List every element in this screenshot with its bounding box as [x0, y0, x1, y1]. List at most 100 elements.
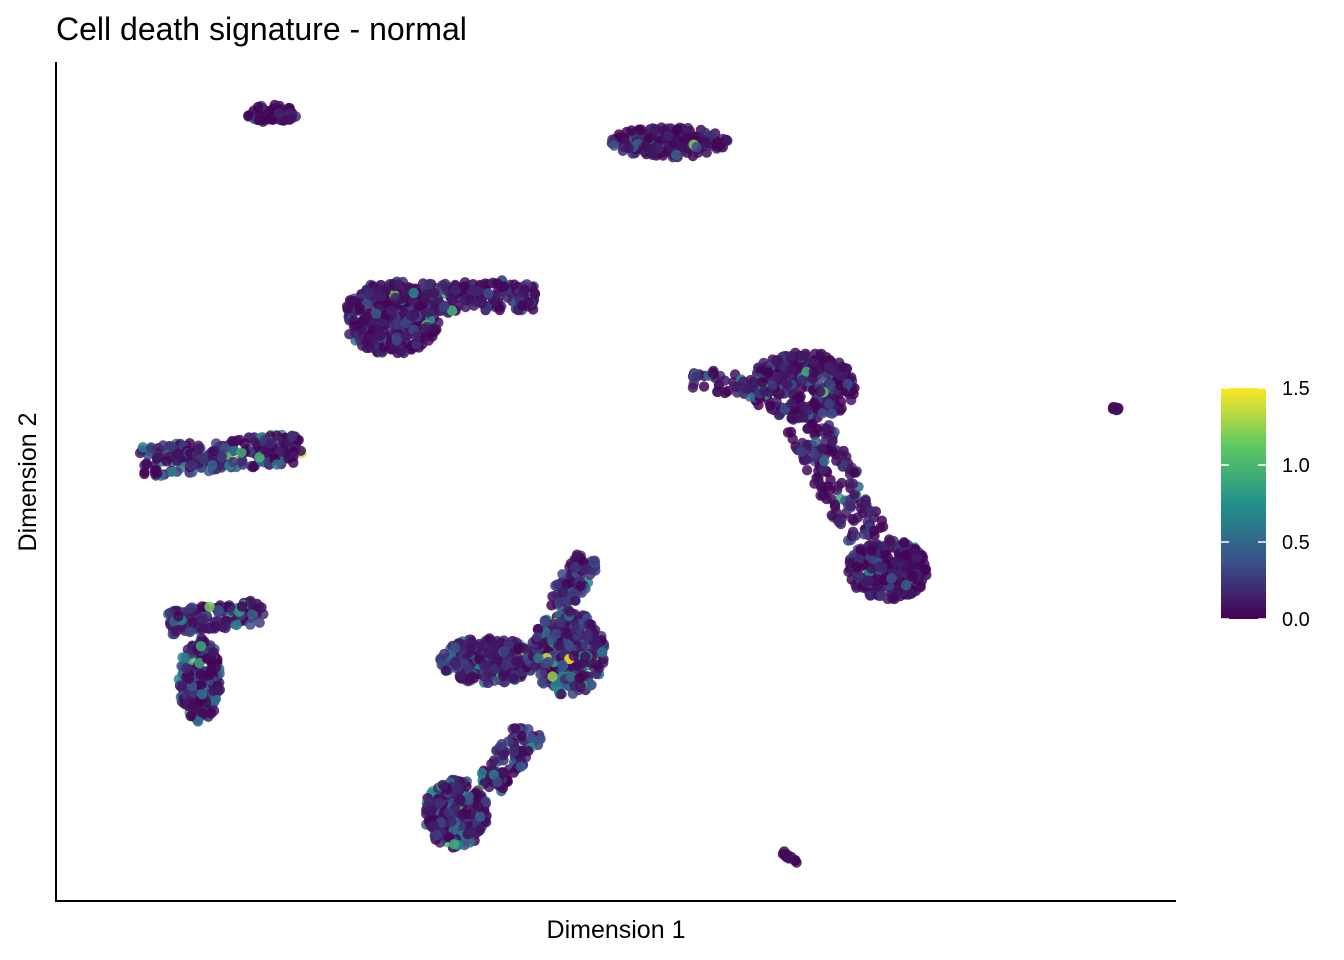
data-point: [874, 561, 885, 572]
data-point: [509, 723, 521, 734]
data-point: [146, 442, 157, 453]
data-point: [483, 288, 494, 299]
data-point: [786, 398, 797, 409]
data-point: [798, 412, 809, 423]
data-point: [497, 767, 508, 778]
data-point: [508, 767, 519, 778]
data-point: [833, 516, 845, 528]
data-point: [802, 423, 813, 434]
data-point: [208, 445, 220, 457]
data-point: [196, 601, 208, 612]
data-point: [161, 456, 172, 467]
data-point: [825, 379, 836, 390]
data-point: [400, 317, 411, 329]
data-point: [371, 308, 382, 319]
data-point: [184, 626, 196, 638]
data-point: [635, 124, 647, 135]
data-point: [575, 580, 586, 592]
data-point: [489, 296, 500, 307]
data-point: [423, 805, 434, 817]
data-point: [810, 348, 821, 359]
data-point: [899, 538, 910, 549]
data-point: [870, 577, 881, 588]
data-point: [185, 603, 196, 614]
data-point: [424, 278, 435, 290]
data-point: [254, 452, 265, 463]
data-points: [134, 99, 1124, 868]
data-point: [243, 110, 254, 121]
data-point: [824, 484, 835, 496]
data-point: [438, 301, 450, 312]
data-point: [582, 630, 593, 642]
data-point: [432, 829, 443, 841]
data-point: [386, 305, 397, 317]
data-point: [626, 125, 637, 136]
data-point: [411, 331, 422, 342]
x-axis-label: Dimension 1: [547, 916, 686, 944]
data-point: [185, 710, 196, 722]
data-point: [711, 137, 722, 149]
data-point: [848, 467, 860, 478]
data-point: [535, 733, 546, 745]
data-point: [756, 377, 767, 388]
data-point: [557, 587, 568, 598]
data-point: [245, 597, 256, 608]
data-point: [206, 665, 217, 676]
data-point: [405, 310, 417, 321]
data-point: [841, 451, 852, 462]
data-point: [786, 364, 797, 375]
data-point: [171, 455, 183, 466]
data-point: [375, 291, 387, 302]
data-point: [488, 755, 500, 766]
data-point: [227, 456, 239, 467]
data-point: [252, 101, 264, 113]
data-point: [569, 595, 581, 606]
data-point: [644, 132, 655, 144]
data-point: [866, 545, 877, 556]
data-point: [786, 350, 797, 362]
data-point: [220, 622, 231, 634]
data-point: [401, 330, 412, 342]
data-point: [236, 456, 248, 467]
data-point: [474, 824, 486, 836]
data-point: [428, 820, 440, 831]
data-point: [886, 573, 897, 584]
data-point: [880, 548, 891, 560]
data-point: [460, 301, 471, 313]
data-point: [561, 578, 573, 590]
colorbar-ticks: 0.0 0.5 1.0 1.5: [1221, 378, 1310, 631]
data-point: [363, 287, 374, 298]
data-point: [574, 672, 585, 684]
data-point: [670, 149, 682, 161]
data-point: [361, 311, 372, 323]
data-point: [512, 644, 524, 655]
colorbar-legend: 0.0 0.5 1.0 1.5: [1221, 378, 1310, 631]
data-point: [197, 613, 209, 624]
data-point: [609, 140, 620, 151]
data-point: [441, 665, 452, 676]
data-point: [691, 371, 702, 382]
data-point: [748, 376, 759, 388]
data-point: [476, 645, 487, 657]
data-point: [564, 606, 575, 617]
data-point: [853, 571, 864, 582]
data-point: [391, 335, 402, 346]
data-point: [206, 708, 217, 719]
data-point: [439, 648, 450, 660]
data-point: [682, 132, 694, 143]
data-point: [475, 811, 486, 822]
data-point: [855, 545, 867, 556]
data-point: [829, 499, 841, 510]
data-point: [818, 464, 829, 475]
data-point: [831, 455, 842, 466]
data-point: [198, 708, 209, 719]
data-point: [835, 396, 847, 407]
data-point: [719, 375, 730, 386]
data-point: [646, 144, 657, 156]
data-point: [826, 510, 837, 521]
data-point: [877, 521, 889, 532]
colorbar-tick-label: 0.5: [1282, 532, 1310, 554]
data-point: [571, 549, 583, 560]
data-point: [176, 681, 187, 692]
